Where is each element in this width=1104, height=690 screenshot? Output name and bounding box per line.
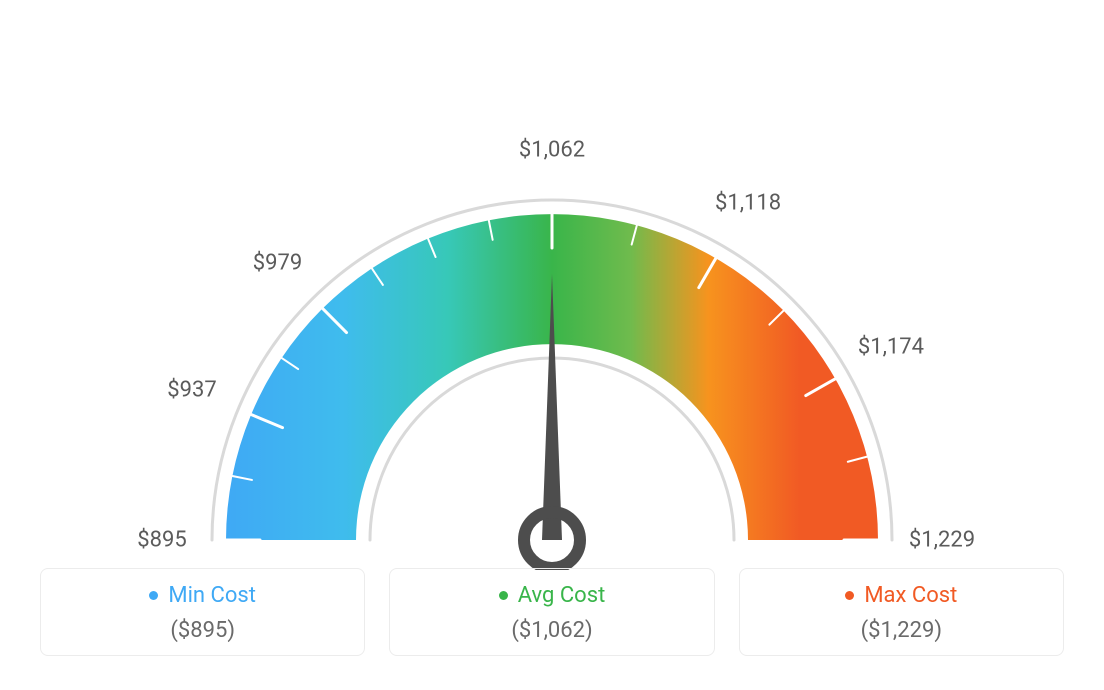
legend-label-min: Min Cost	[168, 583, 256, 608]
tick-label: $895	[137, 528, 186, 553]
legend-label-max: Max Cost	[864, 583, 957, 608]
tick-label: $1,229	[909, 528, 975, 553]
tick-label: $1,118	[715, 190, 781, 215]
legend-value-max: ($1,229)	[750, 618, 1053, 643]
gauge-area: $895 $937 $979 $1,062 $1,118 $1,174 $1,229	[0, 0, 1104, 560]
gauge-chart-container: $895 $937 $979 $1,062 $1,118 $1,174 $1,229 Min…	[0, 0, 1104, 690]
legend-row: Min Cost ($895) Avg Cost ($1,062) Max Co…	[40, 568, 1064, 656]
legend-label-row-max: Max Cost	[750, 583, 1053, 608]
tick-label: $979	[253, 250, 302, 275]
legend-dot-avg	[499, 591, 508, 600]
legend-value-avg: ($1,062)	[400, 618, 703, 643]
legend-label-row-avg: Avg Cost	[400, 583, 703, 608]
legend-label-row-min: Min Cost	[51, 583, 354, 608]
legend-card-min: Min Cost ($895)	[40, 568, 365, 656]
legend-value-min: ($895)	[51, 618, 354, 643]
legend-card-avg: Avg Cost ($1,062)	[389, 568, 714, 656]
legend-card-max: Max Cost ($1,229)	[739, 568, 1064, 656]
tick-label: $937	[167, 377, 216, 402]
tick-label: $1,174	[858, 335, 924, 360]
legend-dot-min	[149, 591, 158, 600]
tick-label: $1,062	[519, 138, 585, 163]
legend-dot-max	[845, 591, 854, 600]
gauge-svg	[0, 0, 1104, 570]
legend-label-avg: Avg Cost	[518, 583, 606, 608]
